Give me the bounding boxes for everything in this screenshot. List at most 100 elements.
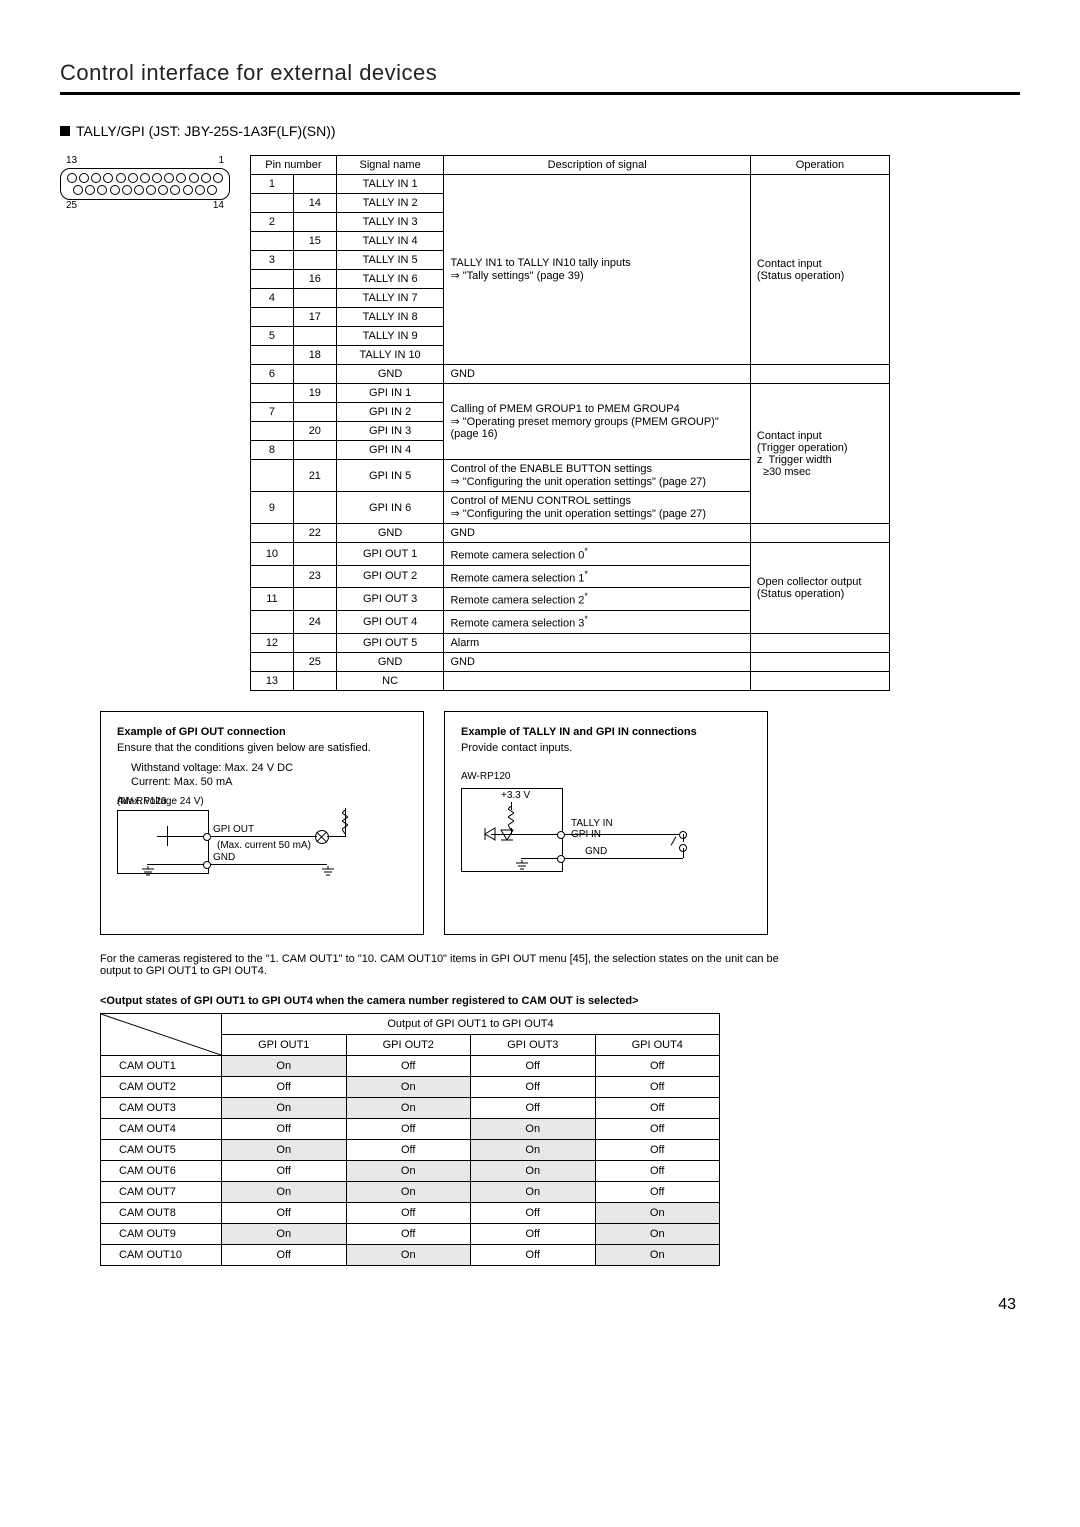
out-cell: Off — [595, 1181, 720, 1202]
page-title: Control interface for external devices — [60, 60, 1020, 95]
ex-out-sub: Ensure that the conditions given below a… — [117, 742, 407, 754]
ex-out-c1: Withstand voltage: Max. 24 V DC — [131, 762, 407, 774]
pin-row: 25GNDGND — [251, 652, 890, 671]
out-row: CAM OUT8OffOffOffOn — [101, 1202, 720, 1223]
lamp-icon — [315, 830, 329, 844]
ground-icon — [141, 866, 155, 876]
conn-label-tl: 13 — [66, 155, 77, 166]
diode-icon — [483, 826, 499, 842]
out-col-head: GPI OUT4 — [595, 1034, 720, 1055]
out-row-head: CAM OUT9 — [101, 1223, 222, 1244]
out-cell: Off — [595, 1160, 720, 1181]
out-cell: On — [595, 1202, 720, 1223]
out-cell: Off — [346, 1223, 471, 1244]
out-cell: On — [471, 1139, 596, 1160]
out-row-head: CAM OUT8 — [101, 1202, 222, 1223]
out-cell: On — [595, 1223, 720, 1244]
example-gpi-out: Example of GPI OUT connection Ensure tha… — [100, 711, 424, 935]
out-cell: On — [222, 1181, 347, 1202]
out-cell: Off — [471, 1055, 596, 1076]
out-cell: On — [222, 1223, 347, 1244]
out-cell: Off — [471, 1244, 596, 1265]
ex-in-sig: TALLY IN GPI IN — [571, 818, 613, 840]
example-tally-in: Example of TALLY IN and GPI IN connectio… — [444, 711, 768, 935]
ex-in-unit: AW-RP120 — [461, 771, 510, 782]
pin-row: 22GNDGND — [251, 524, 890, 543]
out-row-head: CAM OUT10 — [101, 1244, 222, 1265]
out-cell: On — [346, 1181, 471, 1202]
pin-th-desc: Description of signal — [444, 156, 750, 175]
ex-out-gpiout: GPI OUT — [213, 824, 254, 835]
out-table-caption: <Output states of GPI OUT1 to GPI OUT4 w… — [100, 995, 800, 1007]
out-cell: Off — [346, 1202, 471, 1223]
out-cell: Off — [346, 1118, 471, 1139]
ex-out-maxv: (Max. voltage 24 V) — [117, 796, 204, 807]
out-cell: Off — [471, 1202, 596, 1223]
out-col-head: GPI OUT3 — [471, 1034, 596, 1055]
out-row: CAM OUT9OnOffOffOn — [101, 1223, 720, 1244]
pin-table: Pin number Signal name Description of si… — [250, 155, 890, 691]
ex-out-gnd: GND — [213, 852, 235, 863]
ex-out-maxc: (Max. current 50 mA) — [217, 840, 311, 851]
out-th-blank — [101, 1013, 222, 1055]
out-th-group: Output of GPI OUT1 to GPI OUT4 — [222, 1013, 720, 1034]
out-cell: Off — [595, 1097, 720, 1118]
output-state-table: Output of GPI OUT1 to GPI OUT4 GPI OUT1 G… — [100, 1013, 720, 1266]
ex-in-v: +3.3 V — [501, 790, 530, 801]
out-cell: Off — [471, 1223, 596, 1244]
out-cell: On — [471, 1160, 596, 1181]
out-cell: On — [222, 1097, 347, 1118]
page-number: 43 — [60, 1296, 1020, 1314]
out-cell: Off — [222, 1160, 347, 1181]
out-cell: Off — [222, 1202, 347, 1223]
out-cell: Off — [222, 1076, 347, 1097]
conn-label-br: 14 — [213, 200, 224, 211]
out-row-head: CAM OUT2 — [101, 1076, 222, 1097]
out-row-head: CAM OUT7 — [101, 1181, 222, 1202]
out-col-head: GPI OUT1 — [222, 1034, 347, 1055]
out-row: CAM OUT5OnOffOnOff — [101, 1139, 720, 1160]
out-cell: On — [222, 1139, 347, 1160]
out-cell: Off — [595, 1139, 720, 1160]
out-row-head: CAM OUT4 — [101, 1118, 222, 1139]
out-cell: On — [222, 1055, 347, 1076]
out-cell: Off — [471, 1097, 596, 1118]
out-cell: Off — [346, 1055, 471, 1076]
pin-row: 1TALLY IN 1TALLY IN1 to TALLY IN10 tally… — [251, 175, 890, 194]
pin-row: 10GPI OUT 1Remote camera selection 0Open… — [251, 543, 890, 566]
out-row: CAM OUT10OffOnOffOn — [101, 1244, 720, 1265]
pin-row: 6GNDGND — [251, 365, 890, 384]
out-cell: On — [471, 1181, 596, 1202]
out-cell: On — [346, 1160, 471, 1181]
out-cell: Off — [595, 1076, 720, 1097]
conn-label-tr: 1 — [218, 155, 224, 166]
pin-th-op: Operation — [750, 156, 889, 175]
out-cell: On — [346, 1244, 471, 1265]
out-row: CAM OUT3OnOnOffOff — [101, 1097, 720, 1118]
out-cell: Off — [222, 1244, 347, 1265]
out-row-head: CAM OUT1 — [101, 1055, 222, 1076]
out-cell: On — [346, 1097, 471, 1118]
ex-in-title: Example of TALLY IN and GPI IN connectio… — [461, 726, 751, 738]
out-row: CAM OUT4OffOffOnOff — [101, 1118, 720, 1139]
conn-label-bl: 25 — [66, 200, 77, 211]
out-row: CAM OUT6OffOnOnOff — [101, 1160, 720, 1181]
out-row: CAM OUT2OffOnOffOff — [101, 1076, 720, 1097]
ex-out-title: Example of GPI OUT connection — [117, 726, 407, 738]
section-heading: TALLY/GPI (JST: JBY-25S-1A3F(LF)(SN)) — [60, 123, 1020, 139]
pin-th-pin: Pin number — [251, 156, 337, 175]
out-cell: Off — [471, 1076, 596, 1097]
out-cell: Off — [595, 1118, 720, 1139]
connector-diagram: 13 1 25 14 — [60, 155, 230, 213]
ex-in-sub: Provide contact inputs. — [461, 742, 751, 754]
pin-row: 19GPI IN 1Calling of PMEM GROUP1 to PMEM… — [251, 384, 890, 403]
square-bullet-icon — [60, 126, 70, 136]
ex-in-gnd: GND — [585, 846, 607, 857]
out-cell: On — [595, 1244, 720, 1265]
pin-row: 12GPI OUT 5Alarm — [251, 633, 890, 652]
out-row: CAM OUT7OnOnOnOff — [101, 1181, 720, 1202]
pin-row: 13NC — [251, 671, 890, 690]
out-cell: On — [471, 1118, 596, 1139]
out-row-head: CAM OUT5 — [101, 1139, 222, 1160]
out-row-head: CAM OUT3 — [101, 1097, 222, 1118]
